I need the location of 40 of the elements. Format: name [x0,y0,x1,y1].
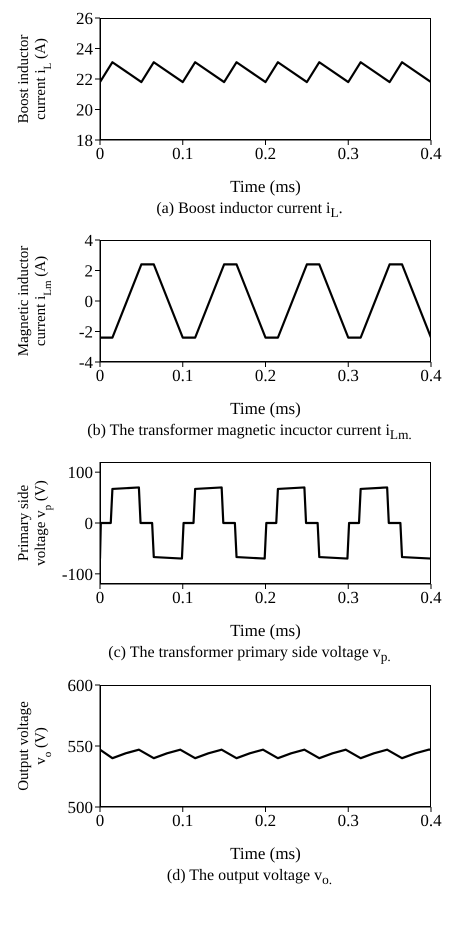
x-axis-title: Time (ms) [230,621,301,640]
y-tick-label: 0 [84,292,93,312]
y-tick-label: -4 [78,353,94,372]
y-tick-label: -2 [78,322,93,342]
y-tick-label: 2 [84,262,93,281]
y-tick-label: 550 [68,736,93,756]
y-tick-label: -100 [62,565,93,584]
y-tick-label: 26 [76,9,93,28]
y-tick-label: 500 [68,798,93,817]
x-tick-label: 0.4 [420,588,442,608]
x-tick-label: 0.2 [254,810,276,830]
x-tick-label: 0.1 [172,144,194,164]
x-tick-label: 0.2 [254,588,276,608]
y-tick-label: 4 [84,231,94,250]
y-tick-label: 0 [84,514,93,534]
y-tick-label: 22 [76,70,93,90]
text: (c) The transformer primary side voltage v$_{p.}$ [107,643,392,667]
x-tick-label: 0.3 [338,144,359,164]
x-tick-label: 0.1 [172,588,194,608]
x-tick-label: 0.2 [254,144,276,164]
x-tick-label: 0.4 [420,144,442,164]
x-tick-label: 0.4 [420,810,442,830]
y-tick-label: 600 [68,676,93,695]
y-tick-label: 18 [76,131,93,150]
x-axis-title: Time (ms) [230,399,301,418]
x-tick-label: 0.1 [172,366,194,386]
text: (d) The output voltage v$_{o.}$ [166,866,334,889]
x-axis-title: Time (ms) [230,844,301,863]
x-tick-label: 0.4 [420,366,442,386]
y-tick-label: 24 [76,40,94,59]
text: (b) The transformer magnetic incuctor current i$_{Lm.}$ [86,421,413,444]
text: (a) Boost inductor current i$_{L}$. [155,199,344,222]
x-tick-label: 0.3 [338,810,359,830]
y-tick-label: 20 [76,100,93,120]
x-axis-title: Time (ms) [230,177,301,196]
x-tick-label: 0.3 [338,588,359,608]
x-tick-label: 0.2 [254,366,276,386]
x-tick-label: 0.1 [172,810,194,830]
y-tick-label: 100 [68,464,93,483]
x-tick-label: 0.3 [338,366,359,386]
